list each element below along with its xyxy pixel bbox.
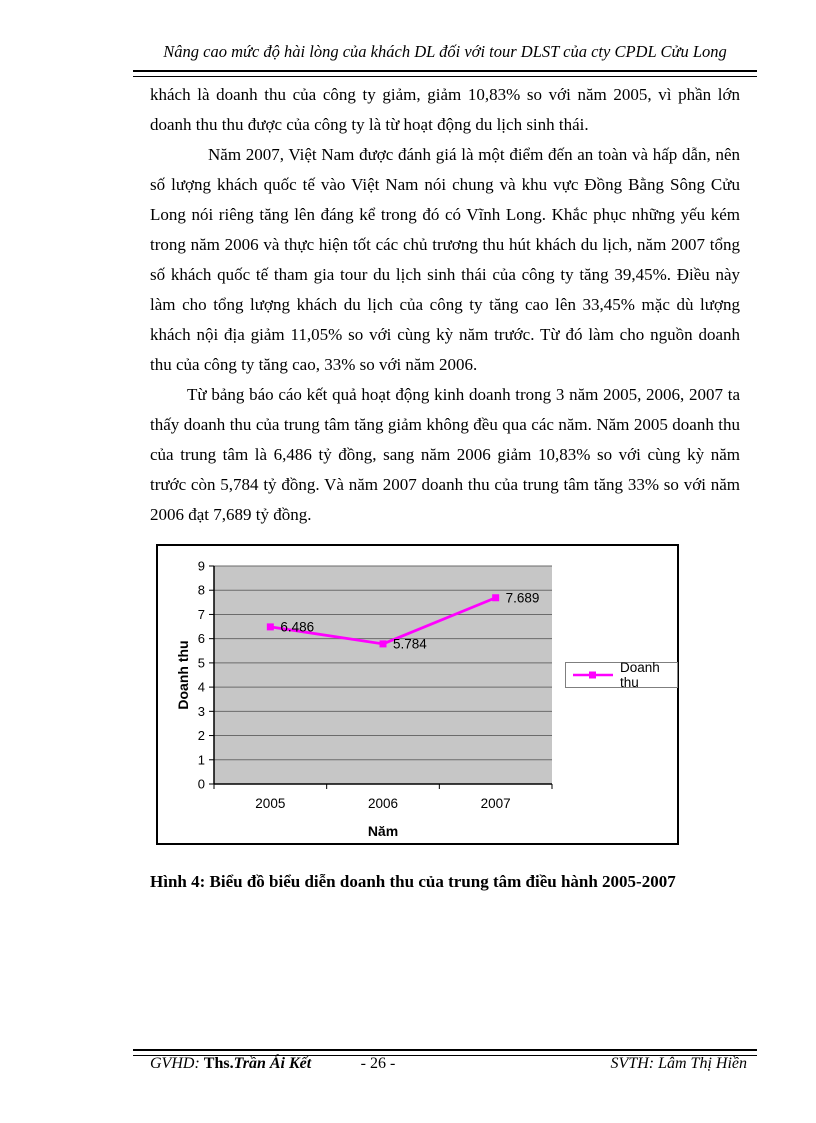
x-tick-label: 2005	[255, 796, 285, 811]
page-number: - 26 -	[360, 1055, 396, 1072]
footer-rule	[133, 1049, 757, 1056]
y-tick-label: 0	[198, 777, 205, 792]
footer-gvhd: GVHD: Ths.Trần Ái Kết	[150, 1055, 311, 1073]
footer-gvhd-label: GVHD:	[150, 1055, 204, 1072]
y-tick-label: 9	[198, 559, 205, 574]
legend-line-marker-icon	[572, 670, 614, 680]
chart-canvas: 0 1 2 3 4 5 6 7 8 9 2005 2006 2007 6.486 5.784 7.689 Doa…	[175, 559, 553, 839]
paragraph-3: Từ bảng báo cáo kết quả hoạt động kinh d…	[150, 385, 740, 524]
footer-gvhd-name: Trần Ái Kết	[233, 1055, 312, 1072]
y-tick-label: 5	[198, 655, 205, 670]
chart-legend: Doanh thu	[565, 660, 678, 690]
footer-gvhd-degree: Ths.	[203, 1055, 234, 1072]
y-tick-label: 3	[198, 704, 205, 719]
y-tick-label: 4	[198, 680, 205, 695]
y-axis-title: Doanh thu	[175, 640, 191, 709]
figure-caption: Hình 4: Biểu đồ biểu diễn doanh thu của …	[150, 872, 676, 891]
data-label: 5.784	[393, 636, 427, 651]
y-tick-label: 7	[198, 607, 205, 622]
paragraph-1: khách là doanh thu của công ty giảm, giả…	[150, 85, 740, 134]
body-text: khách là doanh thu của công ty giảm, giả…	[150, 80, 740, 530]
y-tick-label: 6	[198, 631, 205, 646]
footer-svth: SVTH: Lâm Thị Hiền	[610, 1055, 747, 1072]
legend-label: Doanh thu	[620, 660, 660, 690]
y-tick-label: 8	[198, 583, 205, 598]
data-label: 6.486	[280, 619, 314, 634]
data-point-marker	[266, 623, 274, 631]
y-tick-label: 2	[198, 728, 205, 743]
x-tick-label: 2007	[481, 796, 511, 811]
page-footer: GVHD: Ths.Trần Ái Kết - 26 - SVTH: Lâm T…	[133, 1055, 757, 1079]
data-point-marker	[379, 640, 387, 648]
paragraph-2: Năm 2007, Việt Nam được đánh giá là một …	[150, 145, 740, 374]
revenue-line-chart: 0 1 2 3 4 5 6 7 8 9 2005 2006 2007 6.486 5.784 7.689 Doa…	[156, 544, 679, 845]
data-point-marker	[492, 594, 500, 602]
y-tick-label: 1	[198, 752, 205, 767]
plot-area	[214, 566, 552, 784]
header-rule	[133, 70, 757, 77]
x-axis-title: Năm	[368, 823, 398, 839]
x-tick-label: 2006	[368, 796, 398, 811]
data-label: 7.689	[506, 590, 540, 605]
page-header-title: Nâng cao mức độ hài lòng của khách DL đố…	[163, 42, 727, 61]
